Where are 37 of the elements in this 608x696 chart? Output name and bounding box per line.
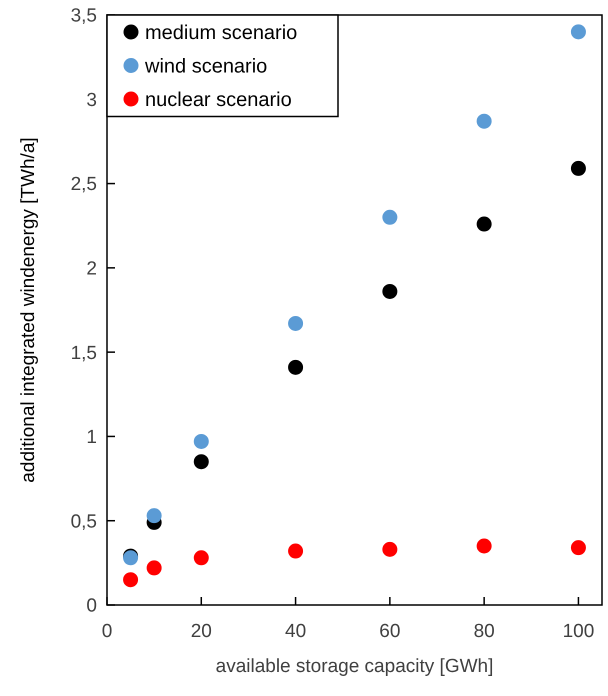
point: [570, 540, 586, 556]
legend-label: medium scenario: [145, 22, 298, 44]
x-tick-label: 0: [102, 621, 112, 642]
x-tick-label: 100: [562, 621, 594, 642]
point: [476, 216, 492, 232]
x-tick-label: 80: [474, 621, 495, 642]
point: [570, 160, 586, 176]
y-tick-label: 0,5: [70, 511, 97, 532]
point: [382, 284, 398, 299]
x-tick-label: 60: [379, 621, 400, 642]
point: [146, 508, 162, 524]
point: [288, 544, 304, 559]
point: [123, 572, 138, 588]
point: [476, 538, 492, 554]
point: [288, 360, 304, 375]
x-tick-label: 20: [190, 621, 212, 642]
point: [288, 316, 304, 331]
y-tick-label: 2,5: [70, 174, 97, 196]
point: [570, 24, 586, 40]
y-tick-label: 1,5: [70, 342, 97, 364]
legend-label: nuclear scenario: [145, 89, 292, 111]
y-tick-label: 1: [86, 427, 97, 448]
y-tick-label: 2: [86, 258, 97, 280]
point: [194, 550, 209, 566]
y-tick-label: 0: [86, 596, 97, 617]
legend-label: wind scenario: [144, 56, 268, 78]
y-tick-label: 3,5: [70, 6, 97, 27]
point: [194, 454, 209, 470]
point: [194, 434, 209, 449]
x-tick-label: 40: [285, 621, 306, 642]
y-tick-label: 3: [86, 90, 97, 111]
point: [476, 114, 492, 129]
x-axis-title: available storage capacity [GWh]: [216, 656, 494, 677]
point: [382, 210, 398, 225]
point: [146, 560, 162, 576]
y-axis-title: additional integrated windenergy [TWh/a]: [18, 137, 39, 483]
point: [382, 542, 398, 557]
